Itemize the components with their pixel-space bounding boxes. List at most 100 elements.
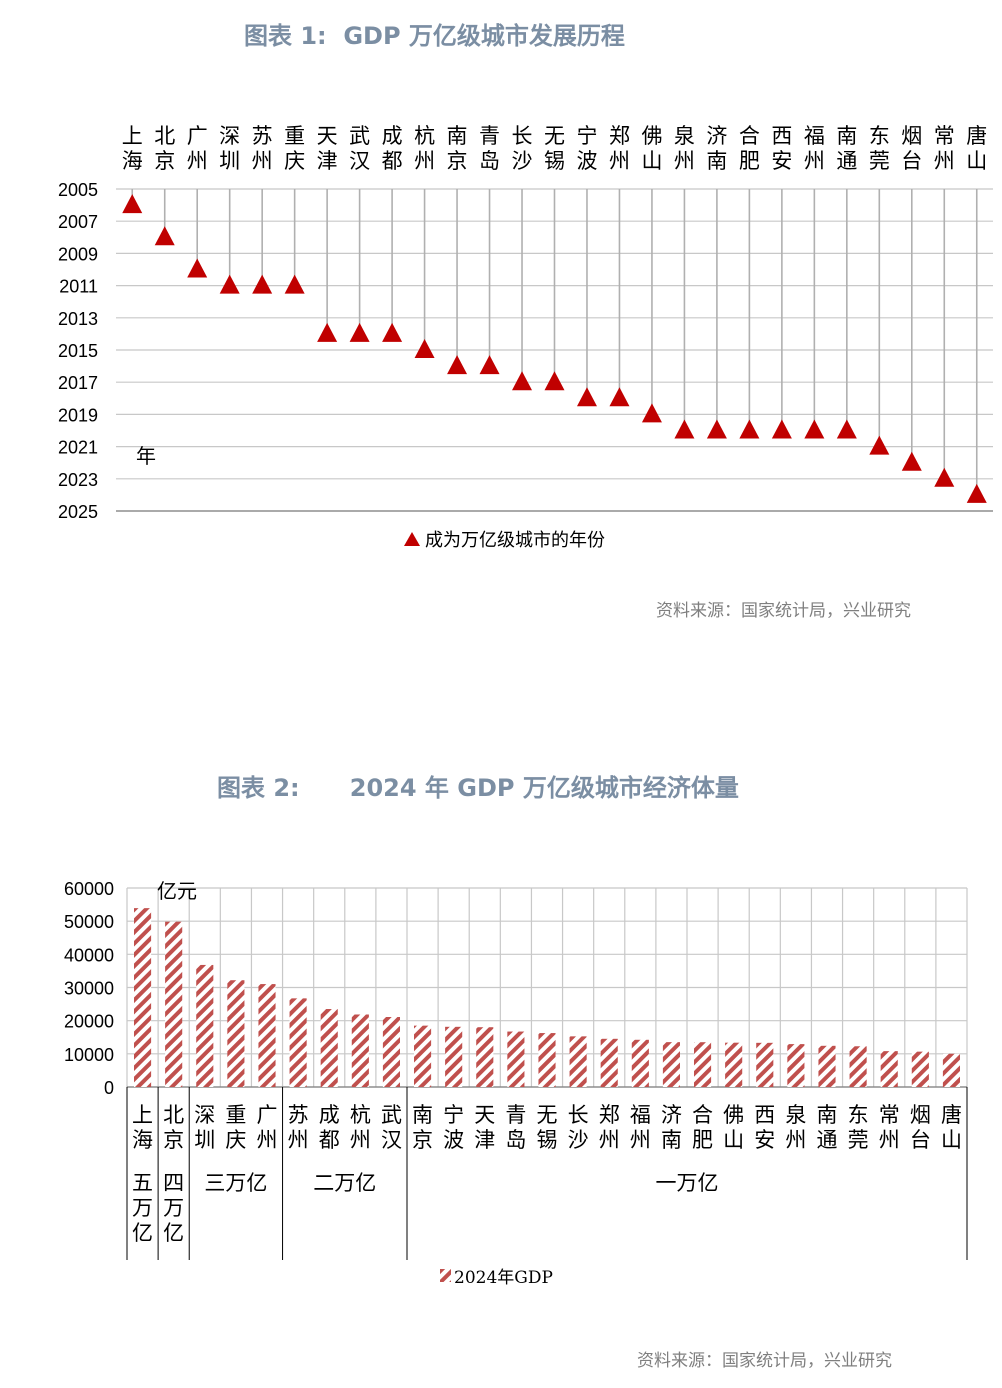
chart2-bar <box>414 1025 432 1087</box>
chart2-bar <box>880 1051 898 1087</box>
chart1-category-label: 山 <box>641 149 662 173</box>
chart2-bar <box>911 1051 929 1087</box>
chart2-category-label: 沙 <box>568 1128 589 1152</box>
chart2-group-label: 三万亿 <box>204 1171 267 1195</box>
chart1-category-label: 州 <box>252 149 273 173</box>
chart2-category-label: 波 <box>443 1128 464 1152</box>
chart1-category-label: 台 <box>901 149 922 173</box>
chart2-category-label: 州 <box>630 1128 651 1152</box>
chart1-ytick-label: 2007 <box>58 212 98 232</box>
chart1-marker <box>739 419 760 439</box>
chart1-category-label: 州 <box>187 149 208 173</box>
chart1-category-label: 波 <box>576 149 597 173</box>
chart1-category-label: 州 <box>609 149 630 173</box>
chart1-marker <box>771 419 792 439</box>
chart2-category-label: 庆 <box>225 1128 246 1152</box>
chart2-bar <box>320 1009 338 1087</box>
chart2-category-label: 京 <box>163 1128 184 1152</box>
chart2-bar <box>165 921 183 1087</box>
chart2-category-label: 州 <box>350 1128 371 1152</box>
chart2-group-label: 五 <box>132 1171 153 1195</box>
chart2-category-label: 天 <box>474 1103 495 1127</box>
chart2-category-label: 重 <box>225 1103 246 1127</box>
chart1-category-label: 东 <box>869 124 890 148</box>
chart2-bar <box>289 998 307 1087</box>
chart2-category-label: 通 <box>817 1128 838 1152</box>
chart2-bar <box>445 1026 463 1087</box>
chart1-ytick-label: 2017 <box>58 373 98 393</box>
chart2-category-label: 深 <box>194 1103 215 1127</box>
chart2-ytick-label: 0 <box>104 1078 114 1098</box>
chart2-category-label: 莞 <box>848 1128 869 1152</box>
chart1-category-label: 山 <box>966 149 987 173</box>
chart2-category-label: 济 <box>661 1103 682 1127</box>
chart1-marker <box>447 355 468 375</box>
chart2-legend: 2024年GDP <box>440 1268 553 1288</box>
chart1-ytick-label: 2011 <box>59 277 98 297</box>
chart1-category-label: 重 <box>284 124 305 148</box>
chart2-category-label: 州 <box>257 1128 278 1152</box>
chart2-category-label: 佛 <box>723 1103 744 1127</box>
chart1-category-label: 南 <box>447 124 468 148</box>
chart2-category-label: 武 <box>381 1103 402 1127</box>
chart2-category-label: 福 <box>630 1103 651 1127</box>
chart1-category-label: 佛 <box>641 124 662 148</box>
chart2-category-label: 台 <box>910 1128 931 1152</box>
chart1-category-label: 西 <box>771 124 792 148</box>
chart1-category-label: 广 <box>187 124 208 148</box>
chart2-title: 图表 2: 2024 年 GDP 万亿级城市经济体量 <box>217 774 739 802</box>
chart1-marker <box>122 194 143 214</box>
chart1-category-label: 通 <box>836 149 857 173</box>
chart1-marker <box>252 274 273 294</box>
chart2-category-label: 汉 <box>381 1128 402 1152</box>
chart2-ytick-label: 10000 <box>64 1045 114 1065</box>
chart1-marker <box>349 322 370 342</box>
chart1-category-label: 海 <box>122 149 143 173</box>
chart2-bar <box>694 1042 712 1087</box>
chart2-category-label: 州 <box>288 1128 309 1152</box>
chart1-title: 图表 1: GDP 万亿级城市发展历程 <box>244 22 625 50</box>
chart1-marker <box>836 419 857 439</box>
chart2-category-label: 宁 <box>443 1103 464 1127</box>
chart1-category-label: 州 <box>414 149 435 173</box>
chart1-category-label: 苏 <box>252 124 273 148</box>
chart2-bar <box>787 1044 805 1087</box>
chart2-category-label: 苏 <box>288 1103 309 1127</box>
chart1-marker <box>901 451 922 471</box>
chart2-category-label: 南 <box>412 1103 433 1127</box>
chart2-group-label: 二万亿 <box>313 1171 376 1195</box>
chart1-legend-label: 成为万亿级城市的年份 <box>425 530 605 551</box>
chart2-bar <box>600 1038 618 1087</box>
chart1-marker <box>544 371 565 391</box>
chart2-source: 资料来源：国家统计局，兴业研究 <box>637 1351 892 1371</box>
chart1-legend: 成为万亿级城市的年份 <box>404 530 605 551</box>
chart1-category-label: 京 <box>154 149 175 173</box>
chart2-category-label: 安 <box>754 1128 775 1152</box>
chart2-category-label: 长 <box>568 1103 589 1127</box>
chart1-ylabel: 年 <box>136 444 156 468</box>
chart1-marker <box>154 226 175 246</box>
chart1-category-label: 青 <box>479 124 500 148</box>
chart2-category-label: 锡 <box>537 1128 558 1152</box>
chart2-bar <box>134 908 152 1087</box>
chart1-marker <box>641 403 662 423</box>
chart1-ytick-label: 2023 <box>58 470 98 490</box>
chart2-bar <box>258 984 276 1087</box>
chart2-group-label: 万 <box>132 1196 153 1220</box>
chart1-category-label: 锡 <box>544 149 565 173</box>
chart2-category-label: 南 <box>817 1103 838 1127</box>
chart2-ytick-label: 50000 <box>64 912 114 932</box>
chart2-category-label: 肥 <box>692 1128 713 1152</box>
chart2-category-label: 山 <box>723 1128 744 1152</box>
chart2-bar <box>382 1016 400 1087</box>
chart2-category-label: 东 <box>848 1103 869 1127</box>
chart2-group-label: 四 <box>163 1171 184 1195</box>
chart1-marker <box>934 467 955 487</box>
chart1-category-label: 沙 <box>512 149 533 173</box>
chart1-category-label: 北 <box>154 124 175 148</box>
chart1-category-label: 合 <box>739 124 760 148</box>
chart2-ytick-label: 30000 <box>64 979 114 999</box>
chart2-group-label: 亿 <box>163 1221 184 1245</box>
chart2-category-label: 京 <box>412 1128 433 1152</box>
chart1-category-label: 武 <box>349 124 370 148</box>
